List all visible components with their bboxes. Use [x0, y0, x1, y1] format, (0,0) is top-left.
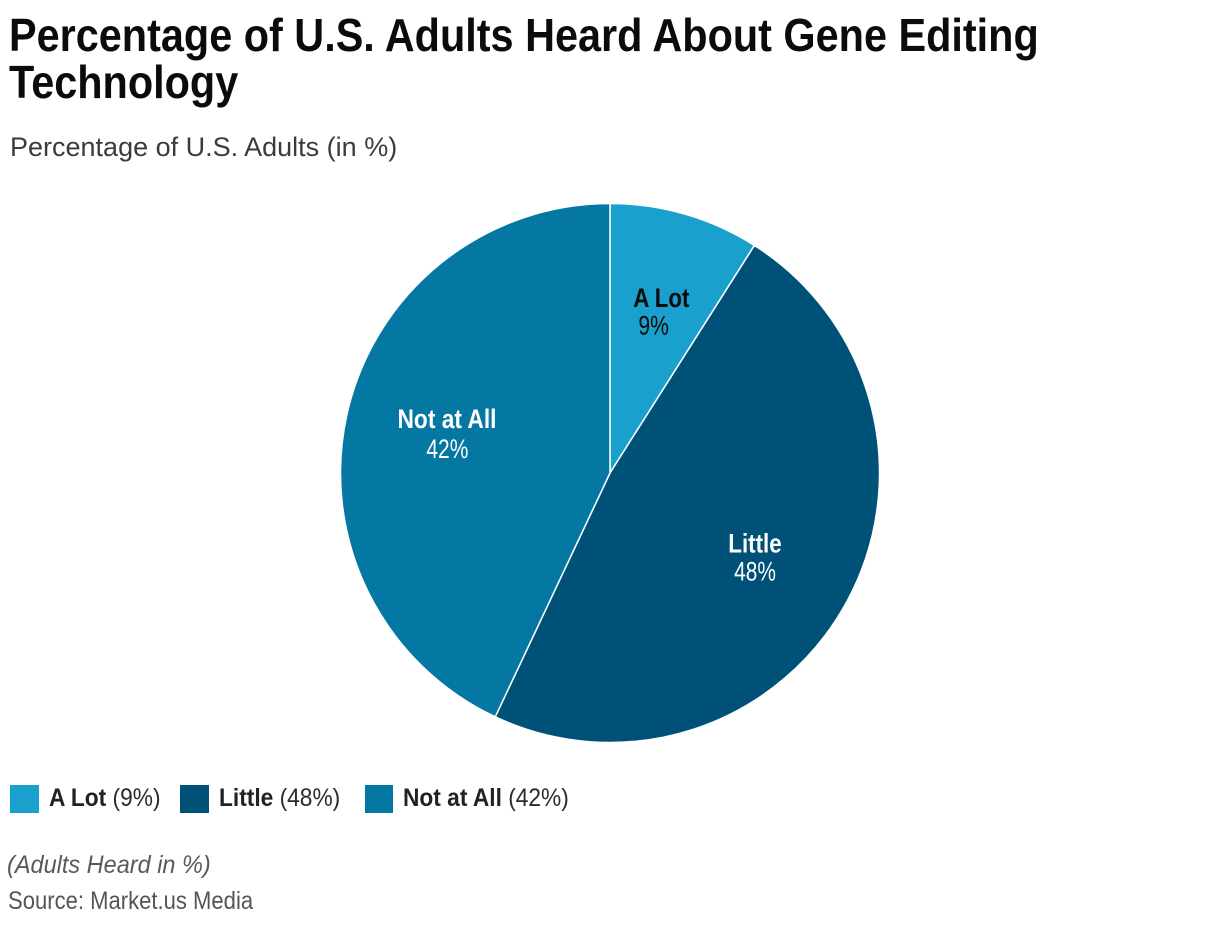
svg-text:48%: 48% — [734, 556, 776, 586]
svg-text:9%: 9% — [638, 311, 669, 341]
svg-text:Not at All: Not at All — [398, 404, 497, 434]
svg-text:42%: 42% — [426, 434, 468, 464]
svg-text:A Lot: A Lot — [633, 283, 689, 313]
svg-text:Little: Little — [728, 529, 781, 559]
